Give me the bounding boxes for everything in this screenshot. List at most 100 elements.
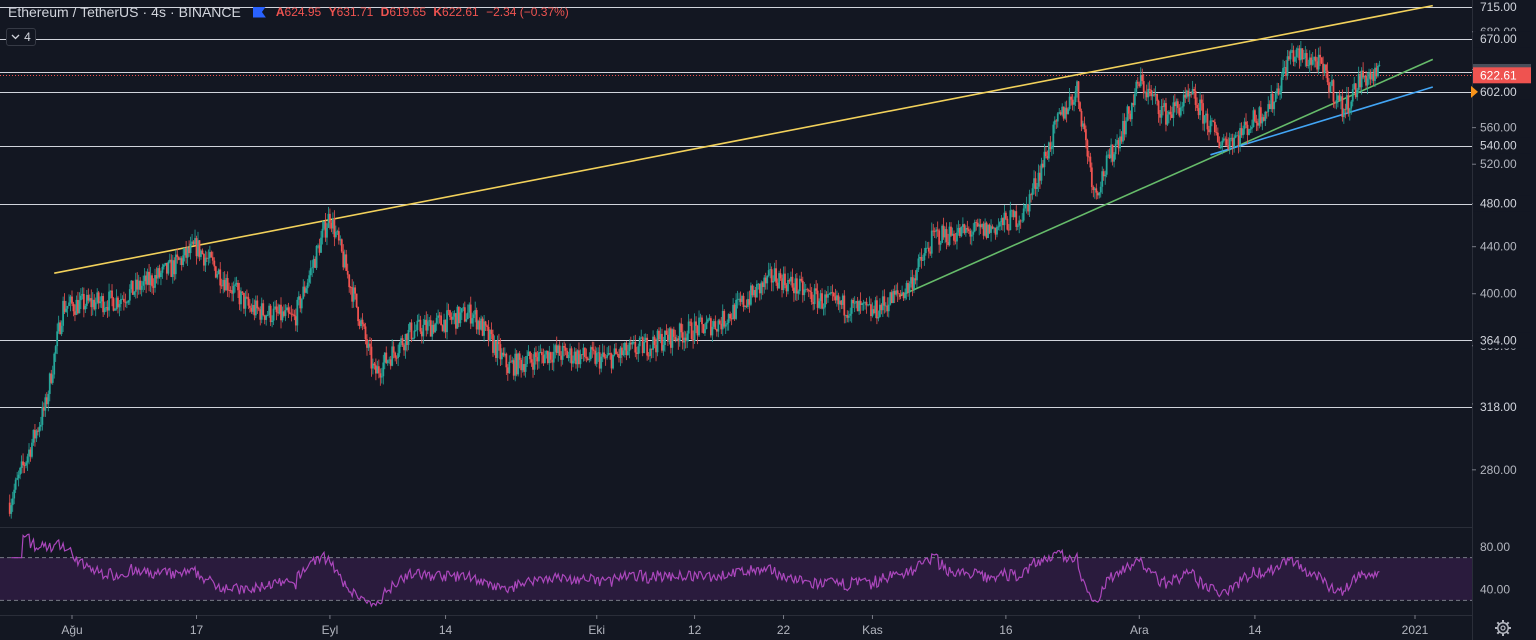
- candle-body: [1215, 132, 1218, 133]
- price-label-box[interactable]: [1473, 332, 1531, 349]
- time-axis[interactable]: Ağu 17 Eyl 14 Eki 12 22 Kas 16 Ara 14 2021: [61, 615, 1429, 637]
- price-label[interactable]: 622.61: [1480, 68, 1517, 82]
- candle-body: [419, 319, 422, 332]
- candle-body: [262, 303, 265, 316]
- candle-body: [629, 342, 632, 345]
- price-label-box[interactable]: [1473, 195, 1531, 212]
- candle-body: [1153, 94, 1156, 96]
- candle-body: [1065, 107, 1068, 115]
- candle-body: [363, 324, 365, 327]
- candle-body: [539, 351, 542, 353]
- flag-icon[interactable]: [252, 6, 266, 18]
- candle-body: [109, 290, 112, 292]
- candle-body: [686, 333, 689, 342]
- price-axis-background: [1473, 0, 1536, 640]
- price-label[interactable]: 318.00: [1480, 400, 1517, 414]
- price-label[interactable]: 364.00: [1480, 333, 1517, 347]
- chart-legend[interactable]: Ethereum / TetherUS · 4s · BINANCE A624.…: [8, 3, 573, 21]
- candle-body: [661, 333, 663, 351]
- candle-body: [918, 256, 921, 259]
- price-label[interactable]: 715.00: [1480, 0, 1517, 14]
- candle-body: [947, 241, 949, 245]
- candle-body: [351, 287, 354, 302]
- candle-body: [529, 351, 531, 360]
- candle-body: [208, 252, 211, 258]
- candle-body: [186, 247, 189, 258]
- candle-body: [272, 308, 275, 321]
- price-label-box[interactable]: [1473, 0, 1531, 15]
- candle-body: [800, 278, 803, 281]
- price-label-box[interactable]: [1473, 31, 1531, 48]
- candle-body: [761, 282, 764, 288]
- candle-body: [896, 290, 899, 294]
- candle-body: [99, 301, 102, 304]
- candle-body: [484, 321, 487, 326]
- candle-body: [1194, 91, 1197, 105]
- candle-body: [219, 269, 222, 286]
- trendline[interactable]: [898, 58, 1434, 297]
- candle-body: [1123, 120, 1126, 135]
- candle-body: [1172, 102, 1175, 118]
- candle-body: [1055, 120, 1058, 122]
- candle-body: [721, 310, 724, 330]
- candle-body: [1317, 54, 1320, 70]
- candle-body: [437, 315, 440, 318]
- candle-body: [1222, 138, 1225, 141]
- candle-body: [1206, 113, 1209, 130]
- horizontal-levels[interactable]: [0, 7, 1472, 408]
- candle-body: [933, 231, 936, 233]
- price-pane[interactable]: [0, 0, 1472, 527]
- candle-body: [105, 307, 107, 308]
- candle-body: [555, 345, 558, 353]
- gear-icon[interactable]: [1494, 619, 1512, 637]
- candle-body: [108, 291, 110, 311]
- price-label[interactable]: 602.00: [1480, 85, 1517, 99]
- price-axis[interactable]: 280.00320.00360.00400.00440.00480.00520.…: [1471, 0, 1536, 640]
- symbol-name[interactable]: Ethereum / TetherUS: [8, 4, 139, 20]
- candle-body: [1319, 54, 1322, 58]
- candle-body: [28, 449, 30, 457]
- candle-body: [638, 337, 641, 347]
- candle-body: [120, 299, 122, 305]
- candle-body: [388, 359, 391, 361]
- candle-body: [1296, 48, 1299, 50]
- candle-body: [873, 309, 875, 314]
- price-label-box[interactable]: [1473, 399, 1531, 415]
- price-label-box[interactable]: [1473, 83, 1531, 100]
- price-label[interactable]: 670.00: [1480, 32, 1517, 46]
- candle-body: [161, 266, 164, 273]
- candle-body: [505, 353, 508, 368]
- candle-body: [1139, 74, 1142, 87]
- interval-label[interactable]: 4s: [151, 4, 166, 20]
- candle-body: [678, 323, 681, 342]
- indicators-toggle-button[interactable]: 4: [6, 28, 36, 46]
- candle-body: [1058, 112, 1061, 114]
- candle-body: [637, 346, 640, 354]
- candle-body: [216, 274, 219, 278]
- candle-body: [764, 277, 767, 284]
- candle-body: [1273, 101, 1276, 110]
- candle-body: [302, 286, 305, 299]
- candle-body: [329, 213, 331, 223]
- candle-body: [653, 336, 656, 346]
- price-label-box[interactable]: [1473, 137, 1531, 154]
- candle-body: [512, 360, 515, 376]
- price-label[interactable]: 540.00: [1480, 139, 1517, 153]
- candle-body: [855, 301, 858, 303]
- candle-body: [1144, 92, 1147, 94]
- candle-body: [117, 297, 119, 308]
- candle-body: [1108, 154, 1111, 159]
- candle-body: [444, 319, 447, 333]
- price-label[interactable]: 480.00: [1480, 197, 1517, 211]
- candle-body: [13, 489, 16, 499]
- candle-body: [379, 373, 382, 378]
- alert-marker-icon[interactable]: [1471, 85, 1478, 98]
- price-label-box[interactable]: [1473, 67, 1531, 84]
- candle-body: [718, 320, 721, 324]
- candle-body: [939, 242, 942, 245]
- trendline[interactable]: [54, 4, 1433, 274]
- candle-body: [462, 307, 465, 309]
- candle-body: [440, 315, 443, 326]
